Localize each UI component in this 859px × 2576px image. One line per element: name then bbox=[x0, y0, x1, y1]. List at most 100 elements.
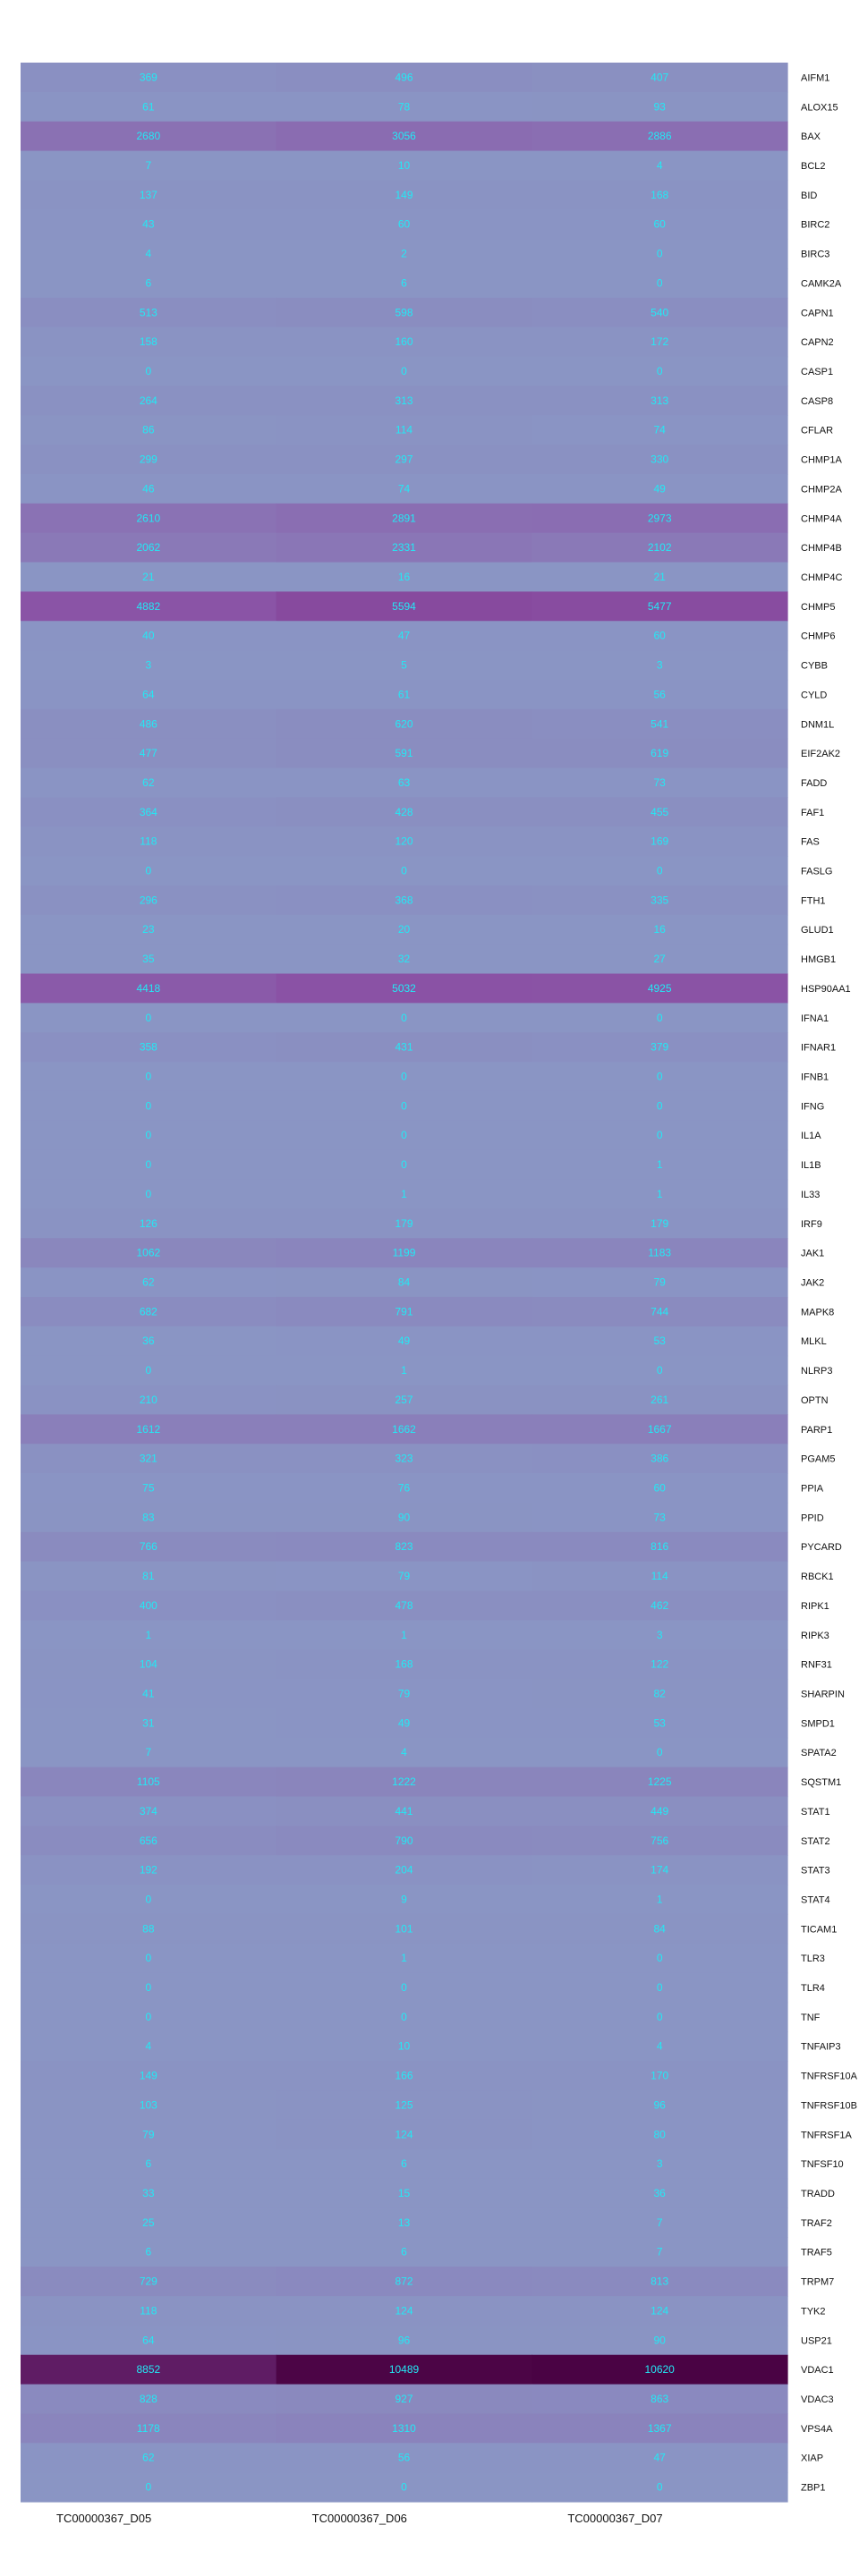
heatmap-cell bbox=[21, 415, 277, 445]
row-label: FAF1 bbox=[801, 808, 824, 818]
cell-value-label: 169 bbox=[651, 835, 668, 848]
cell-value-label: 1 bbox=[401, 1952, 407, 1964]
heatmap-cell bbox=[276, 209, 532, 240]
heatmap-cell bbox=[532, 2472, 788, 2503]
heatmap-cell bbox=[21, 1913, 277, 1945]
heatmap-cell bbox=[532, 1561, 788, 1592]
cell-value-label: 0 bbox=[145, 1188, 151, 1200]
heatmap-cell bbox=[21, 1149, 277, 1181]
cell-value-label: 0 bbox=[657, 365, 663, 377]
cell-value-label: 2973 bbox=[648, 512, 672, 524]
row-label: BID bbox=[801, 191, 817, 201]
heatmap-cell bbox=[276, 239, 532, 269]
heatmap-cell bbox=[276, 738, 532, 769]
heatmap-cell bbox=[21, 2031, 277, 2062]
heatmap-cell bbox=[532, 885, 788, 916]
row-label: EIF2AK2 bbox=[801, 749, 840, 759]
row-label: TNFSF10 bbox=[801, 2159, 844, 2170]
heatmap-cell bbox=[21, 2061, 277, 2091]
heatmap-cell bbox=[532, 503, 788, 534]
cell-value-label: 790 bbox=[395, 1835, 412, 1847]
cell-value-label: 137 bbox=[140, 189, 157, 201]
row-label: FADD bbox=[801, 778, 827, 789]
cell-value-label: 1667 bbox=[648, 1423, 672, 1436]
heatmap-cell bbox=[21, 2178, 277, 2209]
heatmap-cell bbox=[532, 180, 788, 210]
heatmap-row-labels: AIFM1 ALOX15 BAX BCL2 BID BIRC2 BIRC3 CAMK2A CAP… bbox=[801, 72, 858, 2493]
cell-value-label: 21 bbox=[142, 571, 155, 583]
cell-value-label: 261 bbox=[651, 1394, 668, 1406]
heatmap-cell bbox=[21, 944, 277, 975]
heatmap-cell bbox=[532, 1707, 788, 1739]
row-label: TNF bbox=[801, 2012, 821, 2023]
heatmap-cell bbox=[276, 2148, 532, 2180]
row-label: PARP1 bbox=[801, 1425, 832, 1436]
cell-value-label: 756 bbox=[651, 1835, 668, 1847]
heatmap-cell bbox=[276, 386, 532, 416]
heatmap-cell bbox=[532, 415, 788, 445]
cell-value-label: 0 bbox=[657, 1364, 663, 1377]
heatmap-cell bbox=[532, 91, 788, 123]
cell-value-label: 4 bbox=[657, 159, 663, 172]
heatmap-cell bbox=[532, 1179, 788, 1209]
row-label: RIPK1 bbox=[801, 1601, 829, 1612]
heatmap-cell bbox=[276, 1620, 532, 1650]
cell-value-label: 64 bbox=[142, 688, 155, 700]
row-label: CASP1 bbox=[801, 367, 833, 377]
heatmap-cell bbox=[532, 2119, 788, 2150]
cell-value-label: 0 bbox=[145, 1893, 151, 1905]
cell-value-label: 81 bbox=[142, 1570, 155, 1582]
cell-value-label: 84 bbox=[653, 1922, 666, 1935]
row-label: ALOX15 bbox=[801, 102, 838, 113]
heatmap-cell bbox=[276, 445, 532, 475]
heatmap-cell bbox=[276, 356, 532, 387]
cell-value-label: 62 bbox=[142, 776, 155, 789]
row-label: RBCK1 bbox=[801, 1572, 834, 1582]
cell-value-label: 1 bbox=[401, 1629, 407, 1641]
heatmap-cell bbox=[276, 2325, 532, 2356]
row-label: STAT4 bbox=[801, 1894, 830, 1905]
cell-value-label: 64 bbox=[142, 2334, 155, 2346]
row-label: ZBP1 bbox=[801, 2483, 826, 2494]
heatmap-cell bbox=[276, 1826, 532, 1856]
cell-value-label: 93 bbox=[653, 100, 666, 113]
heatmap-cell bbox=[21, 2148, 277, 2180]
heatmap-cell bbox=[532, 1414, 788, 1445]
heatmap-cell bbox=[276, 1179, 532, 1209]
cell-value-label: 368 bbox=[395, 894, 412, 906]
cell-value-label: 104 bbox=[140, 1658, 157, 1671]
heatmap-cell bbox=[276, 1444, 532, 1474]
cell-value-label: 323 bbox=[395, 1453, 412, 1465]
cell-value-label: 76 bbox=[398, 1481, 411, 1494]
row-label: VPS4A bbox=[801, 2424, 833, 2435]
cell-value-label: 125 bbox=[395, 2098, 412, 2111]
cell-value-label: 0 bbox=[401, 865, 407, 877]
heatmap-cell bbox=[21, 1707, 277, 1739]
heatmap-cell bbox=[276, 1943, 532, 1974]
cell-value-label: 74 bbox=[653, 424, 666, 436]
cell-value-label: 428 bbox=[395, 806, 412, 818]
cell-value-label: 73 bbox=[653, 1511, 666, 1523]
cell-value-label: 23 bbox=[142, 923, 155, 936]
row-label: SMPD1 bbox=[801, 1718, 835, 1729]
cell-value-label: 619 bbox=[651, 747, 668, 759]
column-label: TC00000367_D07 bbox=[567, 2512, 662, 2525]
cell-value-label: 0 bbox=[657, 865, 663, 877]
heatmap-cell bbox=[21, 445, 277, 475]
cell-value-label: 114 bbox=[651, 1570, 668, 1582]
heatmap-cell bbox=[21, 2325, 277, 2356]
row-label: CYBB bbox=[801, 661, 828, 672]
heatmap-cell bbox=[21, 473, 277, 504]
heatmap-cell bbox=[21, 209, 277, 240]
heatmap-cell bbox=[21, 1444, 277, 1474]
cell-value-label: 83 bbox=[142, 1511, 155, 1523]
heatmap-cell bbox=[532, 621, 788, 651]
cell-value-label: 264 bbox=[140, 394, 157, 407]
row-label: TNFRSF10A bbox=[801, 2072, 858, 2082]
cell-value-label: 313 bbox=[395, 394, 412, 407]
cell-value-label: 2 bbox=[401, 248, 407, 260]
row-label: CAMK2A bbox=[801, 278, 842, 289]
cell-value-label: 79 bbox=[398, 1570, 411, 1582]
cell-value-label: 313 bbox=[651, 394, 668, 407]
cell-value-label: 179 bbox=[395, 1217, 412, 1230]
